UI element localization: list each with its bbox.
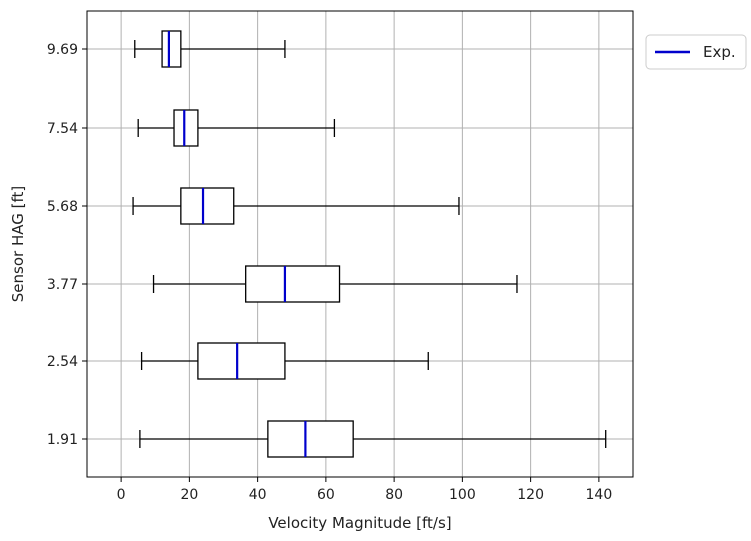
x-tick-label: 140	[586, 487, 613, 503]
iqr-box	[267, 420, 354, 458]
plot-frame	[86, 10, 634, 478]
x-tick-label: 80	[385, 487, 403, 503]
x-tick-label: 20	[180, 487, 198, 503]
iqr-box	[180, 187, 235, 225]
box-group-7-54	[137, 109, 336, 147]
y-tick-label: 7.54	[47, 121, 78, 137]
grid-lines	[87, 11, 633, 477]
box-group-1-91	[139, 420, 607, 458]
tick-layer: 0 20 40 60 80 100 120 140 1.91 2.54 3.77 5.68 7.54 9.…	[47, 42, 612, 503]
x-axis-label: Velocity Magnitude [ft/s]	[268, 514, 451, 532]
y-axis-label: Sensor HAG [ft]	[9, 186, 27, 302]
legend: Exp.	[645, 34, 747, 70]
box-group-2-54	[140, 342, 429, 380]
box-group-9-69	[134, 30, 286, 68]
box-group-3-77	[152, 265, 518, 303]
x-tick-label: 0	[117, 487, 126, 503]
box-layer	[132, 30, 607, 458]
legend-frame	[645, 34, 747, 70]
y-tick-label: 5.68	[47, 199, 78, 215]
y-tick-label: 3.77	[47, 277, 78, 293]
y-tick-label: 9.69	[47, 42, 78, 58]
x-tick-label: 100	[449, 487, 476, 503]
x-tick-label: 120	[517, 487, 544, 503]
x-tick-label: 40	[249, 487, 267, 503]
legend-label: Exp.	[703, 43, 736, 61]
x-tick-label: 60	[317, 487, 335, 503]
box-group-5-68	[132, 187, 460, 225]
y-tick-label: 2.54	[47, 354, 78, 370]
iqr-box	[245, 265, 341, 303]
iqr-box	[197, 342, 286, 380]
iqr-box	[173, 109, 199, 147]
y-tick-label: 1.91	[47, 432, 78, 448]
iqr-box	[161, 30, 182, 68]
